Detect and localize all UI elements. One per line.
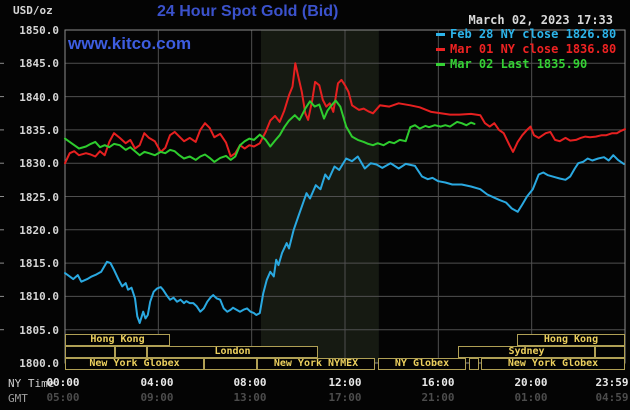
session-box-hong-kong: Hong Kong xyxy=(517,334,625,346)
session-box-london: London xyxy=(147,346,318,358)
gmt-tick-label: 13:00 xyxy=(233,391,267,404)
session-box-new-york-globex: New York Globex xyxy=(65,358,204,370)
legend-dash-icon xyxy=(436,62,445,66)
gmt-tick-label: 09:00 xyxy=(140,391,174,404)
y-tick-label: 1805.0 xyxy=(19,323,59,337)
ny-time-axis-label: NY Time xyxy=(8,377,55,390)
chart-datetime: March 02, 2023 17:33 xyxy=(468,13,614,27)
series-line-feb-28 xyxy=(64,154,625,324)
y-tick-label: 1825.0 xyxy=(19,190,59,204)
ny-time-tick-label: 12:00 xyxy=(328,376,362,389)
y-tick-label: 1835.0 xyxy=(19,123,59,137)
session-box-new-york-globex: New York Globex xyxy=(481,358,625,370)
gmt-tick-label: 17:00 xyxy=(328,391,362,404)
legend-text: Feb 28 NY close 1826.80 xyxy=(450,27,617,41)
session-box-empty xyxy=(595,346,625,358)
session-box-empty xyxy=(469,358,479,370)
y-tick-label: 1840.0 xyxy=(19,90,59,104)
legend-item: Feb 28 NY close 1826.80 xyxy=(436,27,616,41)
y-tick-label: 1830.0 xyxy=(19,157,59,171)
y-tick-label: 1800.0 xyxy=(19,357,59,370)
legend-item: Mar 02 Last 1835.90 xyxy=(436,57,587,71)
gmt-tick-label: 04:59 xyxy=(595,391,629,404)
legend-text: Mar 02 Last 1835.90 xyxy=(450,57,588,71)
ny-time-tick-label: 04:00 xyxy=(140,376,174,389)
session-box-empty xyxy=(204,358,257,370)
y-tick-label: 1845.0 xyxy=(19,57,59,71)
session-box-hong-kong: Hong Kong xyxy=(65,334,170,346)
session-box-empty xyxy=(65,346,115,358)
y-tick-label: 1820.0 xyxy=(19,223,59,237)
gmt-tick-label: 01:00 xyxy=(514,391,548,404)
session-box-new-york-nymex: New York NYMEX xyxy=(257,358,375,370)
ny-time-tick-label: 23:59 xyxy=(595,376,629,389)
gmt-axis-label: GMT xyxy=(8,392,28,405)
ny-time-tick-label: 16:00 xyxy=(421,376,455,389)
y-tick-label: 1815.0 xyxy=(19,257,59,271)
legend-item: Mar 01 NY close 1836.80 xyxy=(436,42,616,56)
series-line-mar-01 xyxy=(64,62,626,165)
y-axis-unit-label: USD/oz xyxy=(13,4,53,17)
y-tick-label: 1810.0 xyxy=(19,290,59,304)
y-tick-label: 1850.0 xyxy=(19,24,59,37)
page-title: 24 Hour Spot Gold (Bid) xyxy=(157,3,339,20)
ny-time-tick-label: 00:00 xyxy=(46,376,80,389)
session-box-ny-globex: NY Globex xyxy=(378,358,466,370)
ny-time-tick-label: 20:00 xyxy=(514,376,548,389)
kitco-watermark-link[interactable]: www.kitco.com xyxy=(68,34,192,53)
session-box-empty xyxy=(115,346,147,358)
legend-text: Mar 01 NY close 1836.80 xyxy=(450,42,617,56)
legend-dash-icon xyxy=(436,47,445,51)
gmt-tick-label: 05:00 xyxy=(46,391,80,404)
series-line-mar-02 xyxy=(64,99,476,163)
ny-time-tick-label: 08:00 xyxy=(233,376,267,389)
legend-dash-icon xyxy=(436,32,445,36)
session-box-sydney: Sydney xyxy=(458,346,595,358)
gmt-tick-label: 21:00 xyxy=(421,391,455,404)
